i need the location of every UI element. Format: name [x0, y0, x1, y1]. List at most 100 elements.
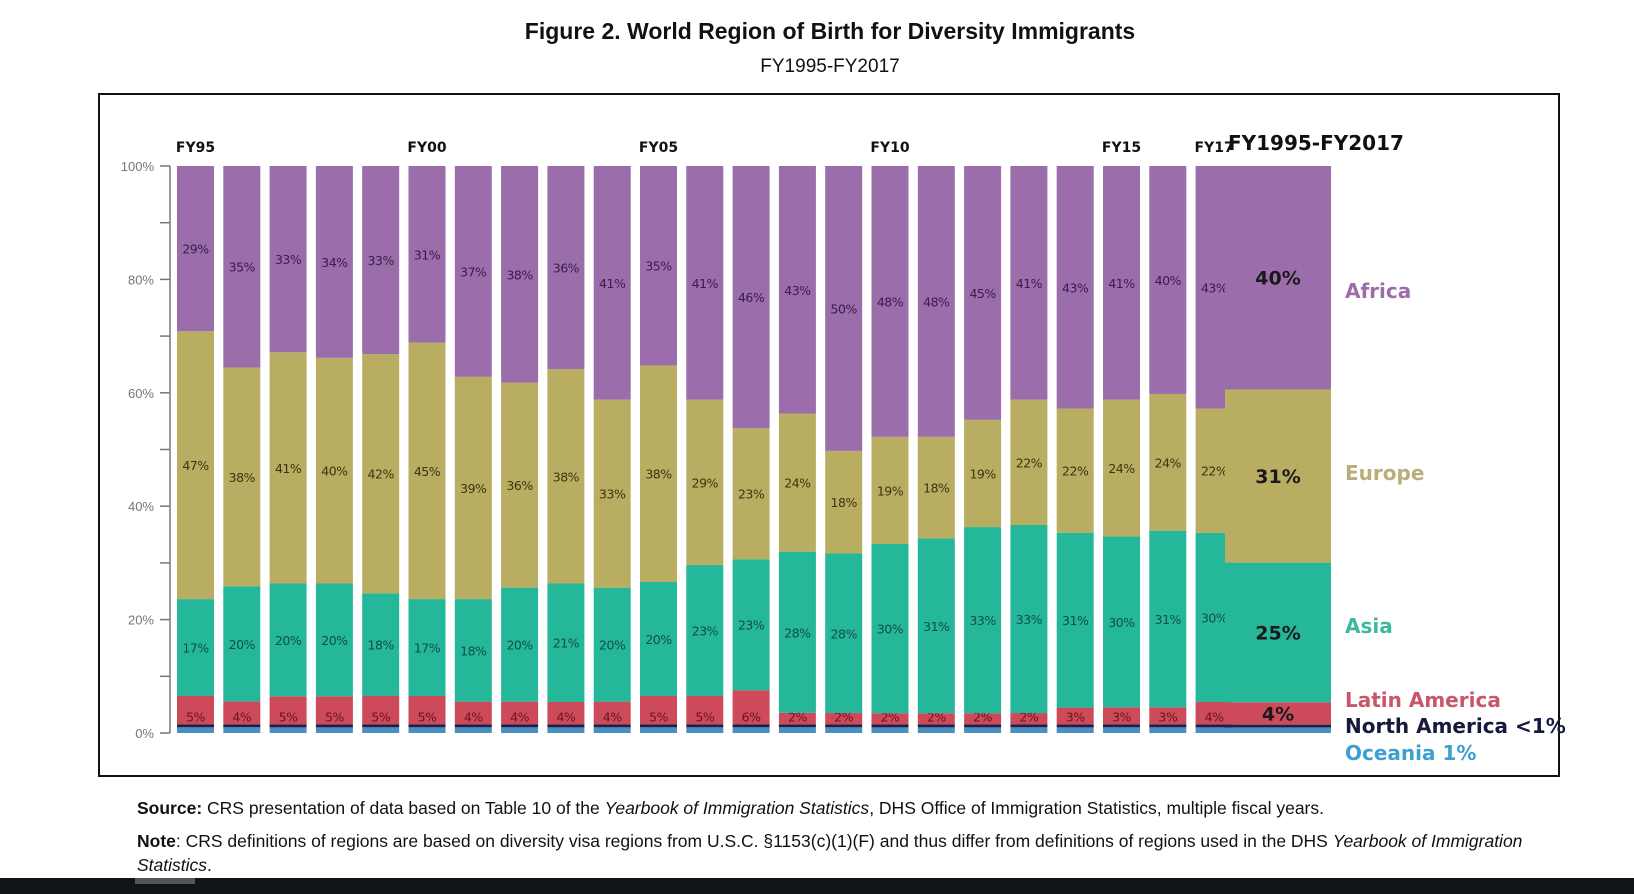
data-label: 29%: [182, 242, 209, 257]
legend-label-asia: Asia: [1345, 614, 1393, 638]
x-category-label: FY17: [1195, 140, 1234, 156]
data-label: 20%: [229, 637, 256, 652]
data-label: 46%: [738, 290, 765, 305]
bar-segment-asia: [640, 581, 677, 696]
bar-segment-oceania: [315, 727, 353, 733]
data-label: 38%: [229, 470, 256, 485]
bar-segment-latin-america: [454, 701, 492, 725]
bar-segment-oceania: [686, 727, 724, 733]
bar-segment-oceania: [640, 727, 677, 733]
bar-segment-africa: [640, 166, 677, 366]
bar-segment-asia: [223, 586, 261, 702]
data-label: 43%: [1201, 280, 1228, 295]
bar-segment-europe: [640, 365, 677, 582]
data-label: 6%: [742, 709, 761, 724]
bar-segment-north-america: [686, 724, 724, 728]
bar-segment-europe: [547, 369, 585, 584]
source-italic: Yearbook of Immigration Statistics: [604, 798, 870, 818]
bar-segment-africa: [964, 166, 1002, 420]
bar-segment-europe: [732, 428, 770, 560]
y-tick-label: 20%: [128, 613, 154, 628]
data-label: 23%: [738, 487, 765, 502]
bar-segment-asia: [1149, 530, 1187, 708]
bar-segment-europe: [223, 367, 261, 587]
summary-segment-north-america: [1225, 724, 1331, 728]
bar-segment-africa: [177, 166, 214, 332]
bar-segment-oceania: [1056, 727, 1094, 733]
bar-segment-oceania: [362, 727, 400, 733]
data-label: 3%: [1112, 709, 1131, 724]
bar-segment-europe: [1056, 408, 1094, 533]
bar-segment-oceania: [825, 727, 863, 733]
data-label: 5%: [279, 710, 298, 725]
bar-segment-north-america: [501, 724, 539, 728]
data-label: 33%: [969, 613, 996, 628]
data-label: 20%: [275, 633, 302, 648]
bar-segment-asia: [917, 538, 955, 714]
data-label: 18%: [368, 638, 395, 653]
data-label: 20%: [645, 632, 672, 647]
bar-segment-oceania: [1103, 727, 1140, 733]
bar-segment-latin-america: [269, 696, 307, 725]
data-label: 29%: [692, 475, 719, 490]
bar-segment-africa: [223, 166, 261, 368]
bar-segment-latin-america: [917, 713, 955, 725]
source-text: CRS presentation of data based on Table …: [202, 798, 605, 818]
bar-segment-africa: [1056, 166, 1094, 409]
bar-segment-latin-america: [1010, 713, 1048, 725]
bar-segment-africa: [362, 166, 400, 355]
bar-segment-africa: [547, 166, 585, 370]
bar-segment-north-america: [964, 724, 1002, 728]
note-text-end: .: [207, 855, 212, 875]
data-label: 36%: [506, 478, 533, 493]
bar-segment-oceania: [732, 727, 770, 733]
bar-segment-asia: [732, 559, 770, 691]
bar-segment-north-america: [408, 724, 446, 728]
data-label: 31%: [1155, 612, 1182, 627]
data-label: 21%: [553, 636, 580, 651]
data-label: 45%: [414, 464, 441, 479]
bar-segment-north-america: [640, 724, 677, 728]
data-label: 30%: [1108, 615, 1135, 630]
scrollbar-thumb[interactable]: [135, 878, 195, 884]
legend-label-oceania: Oceania 1%: [1345, 741, 1476, 765]
bar-segment-oceania: [454, 727, 492, 733]
data-label: 30%: [1201, 610, 1228, 625]
data-label: 4%: [603, 709, 622, 724]
x-category-label: FY15: [1102, 140, 1141, 156]
legend-label-north-america: North America <1%: [1345, 714, 1566, 738]
bar-segment-north-america: [177, 724, 214, 728]
note-line: Note: CRS definitions of regions are bas…: [137, 829, 1557, 877]
data-label: 45%: [969, 286, 996, 301]
bar-segment-latin-america: [501, 701, 539, 725]
data-label: 5%: [371, 709, 390, 724]
figure-subtitle: FY1995-FY2017: [760, 56, 900, 77]
data-label: 17%: [414, 641, 441, 656]
data-label: 34%: [321, 255, 348, 270]
bar-segment-africa: [778, 166, 816, 414]
bar-segment-oceania: [964, 727, 1002, 733]
bar-segment-europe: [454, 376, 492, 600]
bar-segment-oceania: [917, 727, 955, 733]
data-label: 22%: [1016, 455, 1043, 470]
summary-segment-asia: [1225, 562, 1331, 703]
bar-segment-africa: [1149, 166, 1187, 394]
y-tick-label: 60%: [128, 386, 154, 401]
bar-segment-africa: [593, 166, 631, 400]
figure-title: Figure 2. World Region of Birth for Dive…: [524, 18, 1136, 44]
x-category-label: FY95: [176, 140, 215, 156]
data-label: 42%: [368, 467, 395, 482]
data-label: 47%: [182, 458, 209, 473]
data-label: 5%: [186, 709, 205, 724]
bar-segment-north-america: [315, 724, 353, 728]
data-label: 41%: [275, 461, 302, 476]
data-label: 5%: [418, 709, 437, 724]
bar-segment-north-america: [223, 724, 261, 728]
bar-segment-oceania: [778, 727, 816, 733]
bar-segment-north-america: [454, 724, 492, 728]
bar-segment-europe: [1103, 399, 1140, 537]
bar-segment-asia: [501, 587, 539, 702]
bar-segment-europe: [177, 331, 214, 600]
bar-segment-asia: [778, 551, 816, 713]
